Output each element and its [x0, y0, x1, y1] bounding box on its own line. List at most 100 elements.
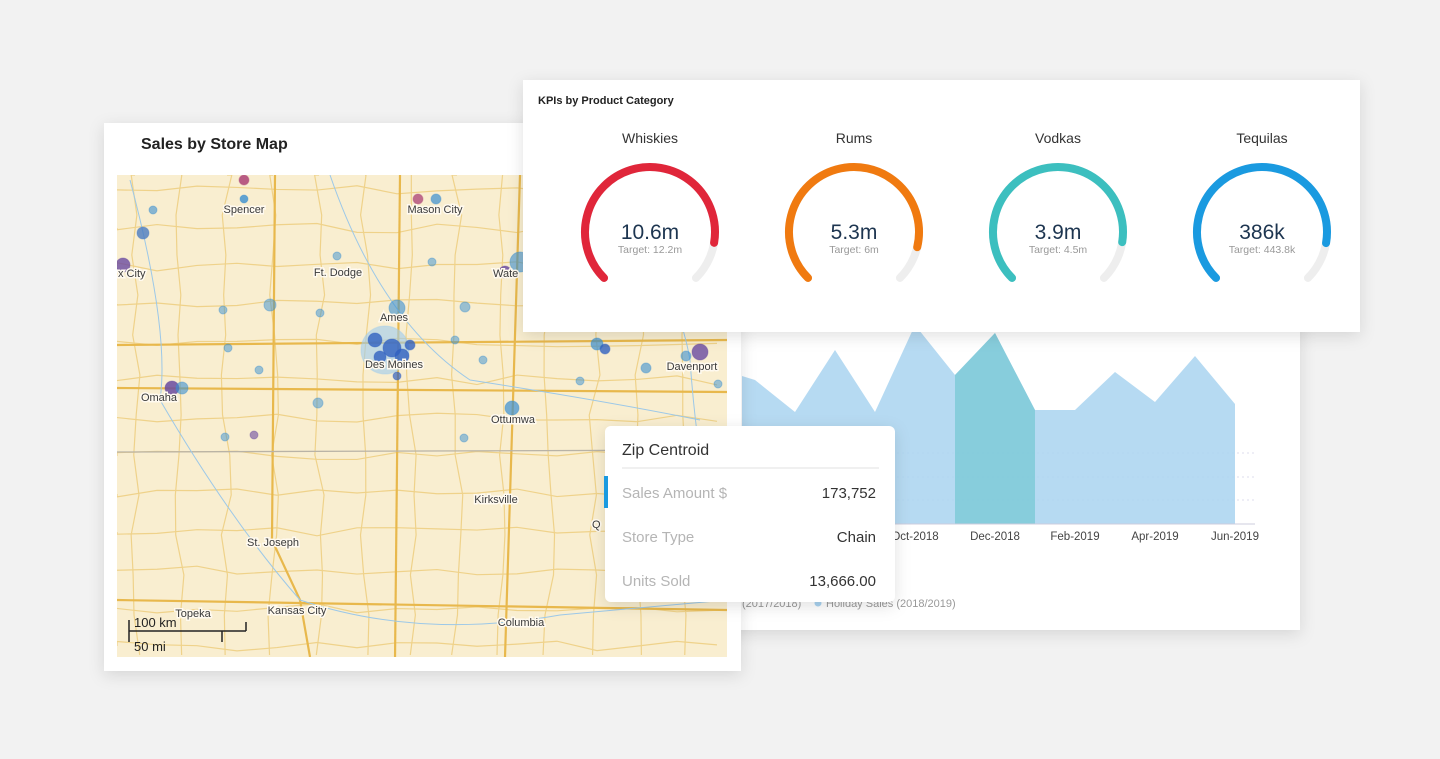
road	[174, 175, 185, 656]
store-bubble	[220, 432, 230, 442]
store-bubble	[218, 305, 228, 315]
kpi-name: Rums	[836, 130, 873, 146]
kpi-value: 386k	[1239, 221, 1285, 244]
place-label: Kirksville	[474, 494, 517, 506]
river	[329, 175, 701, 421]
store-bubble	[478, 355, 488, 365]
store-bubble	[315, 308, 325, 318]
row-label: Sales Amount $	[622, 485, 728, 502]
x-tick-label: Apr-2019	[1131, 531, 1178, 543]
highway	[270, 175, 312, 657]
tooltip-title: Zip Centroid	[622, 442, 709, 459]
place-label: Ottumwa	[491, 414, 536, 426]
kpi-panel	[523, 80, 1360, 332]
store-bubble	[394, 348, 410, 364]
store-bubble	[388, 299, 406, 317]
scale-bar	[128, 620, 247, 642]
store-bubble	[640, 362, 652, 374]
gauge-value	[1193, 162, 1331, 282]
place-label: Ft. Dodge	[314, 267, 362, 279]
kpi-target: Target: 443.8k	[1229, 244, 1296, 256]
gauge-value	[581, 163, 719, 282]
row-value: 173,752	[822, 485, 876, 502]
store-bubble	[459, 301, 471, 313]
kpi-value: 5.3m	[831, 221, 878, 244]
road	[405, 175, 417, 656]
x-tick-label: Jun-2019	[1211, 531, 1259, 543]
place-label: Wate	[493, 268, 518, 280]
road	[451, 175, 464, 656]
row-label: Store Type	[622, 529, 694, 546]
store-bubble	[373, 350, 387, 364]
store-bubble	[254, 365, 264, 375]
x-tick-label: Oct-2018	[891, 531, 938, 543]
river	[129, 179, 727, 626]
store-bubble	[117, 257, 131, 273]
road	[496, 175, 506, 656]
place-label: Spencer	[224, 204, 265, 216]
place-label: Columbia	[498, 617, 545, 629]
kpi-target: Target: 6m	[829, 244, 879, 256]
store-bubble	[504, 400, 520, 416]
row-indicator	[604, 476, 608, 508]
row-value: Chain	[837, 529, 876, 546]
store-bubble	[332, 251, 342, 261]
road	[313, 175, 326, 656]
tooltip-rows: Sales Amount $ 173,752 Store Type Chain Unit…	[622, 485, 876, 590]
store-bubble	[590, 337, 604, 351]
highlight	[955, 333, 1035, 524]
scale-km: 100 km	[134, 615, 177, 630]
place-label: Davenport	[667, 361, 718, 373]
road	[130, 175, 141, 656]
road	[220, 175, 233, 656]
store-bubble	[450, 335, 460, 345]
tooltip	[605, 426, 895, 602]
store-bubble	[312, 397, 324, 409]
store-bubble	[691, 343, 709, 361]
store-bubble	[412, 193, 424, 205]
road	[359, 175, 372, 656]
store-bubble	[430, 193, 442, 205]
store-bubble	[175, 381, 189, 395]
store-bubble	[427, 257, 437, 267]
kpi-value: 10.6m	[621, 221, 679, 244]
store-bubble	[713, 379, 723, 389]
store-bubble	[263, 298, 277, 312]
scale-mi: 50 mi	[134, 639, 166, 654]
place-label: Topeka	[175, 608, 211, 620]
store-bubble	[680, 350, 692, 362]
store-bubble	[239, 194, 249, 204]
x-tick-label: Dec-2018	[970, 531, 1020, 543]
highway	[117, 386, 727, 394]
store-bubble	[136, 226, 150, 240]
store-bubble	[599, 343, 611, 355]
place-label: Mason City	[407, 204, 463, 216]
place-label: Omaha	[141, 392, 178, 404]
x-tick-label: Feb-2019	[1050, 531, 1099, 543]
place-label: St. Joseph	[247, 537, 299, 549]
kpi-target: Target: 12.2m	[618, 244, 682, 256]
place-label: x City	[118, 268, 146, 280]
highway	[117, 338, 727, 347]
store-bubble	[392, 371, 402, 381]
store-bubble	[498, 265, 512, 279]
kpi-title: KPIs by Product Category	[538, 95, 675, 107]
highway	[393, 175, 402, 657]
store-bubble	[148, 205, 158, 215]
map-title: Sales by Store Map	[141, 136, 288, 153]
road	[117, 640, 718, 652]
store-bubble	[575, 376, 585, 386]
gauge-value	[989, 163, 1127, 282]
place-label: Des Moines	[365, 359, 424, 371]
store-bubble	[249, 430, 259, 440]
place-label: Kansas City	[268, 605, 327, 617]
store-bubble	[223, 343, 233, 353]
kpi-name: Whiskies	[622, 130, 678, 146]
store-bubble	[367, 332, 383, 348]
row-value: 13,666.00	[809, 573, 876, 590]
kpi-value: 3.9m	[1035, 221, 1082, 244]
kpi-name: Vodkas	[1035, 130, 1081, 146]
